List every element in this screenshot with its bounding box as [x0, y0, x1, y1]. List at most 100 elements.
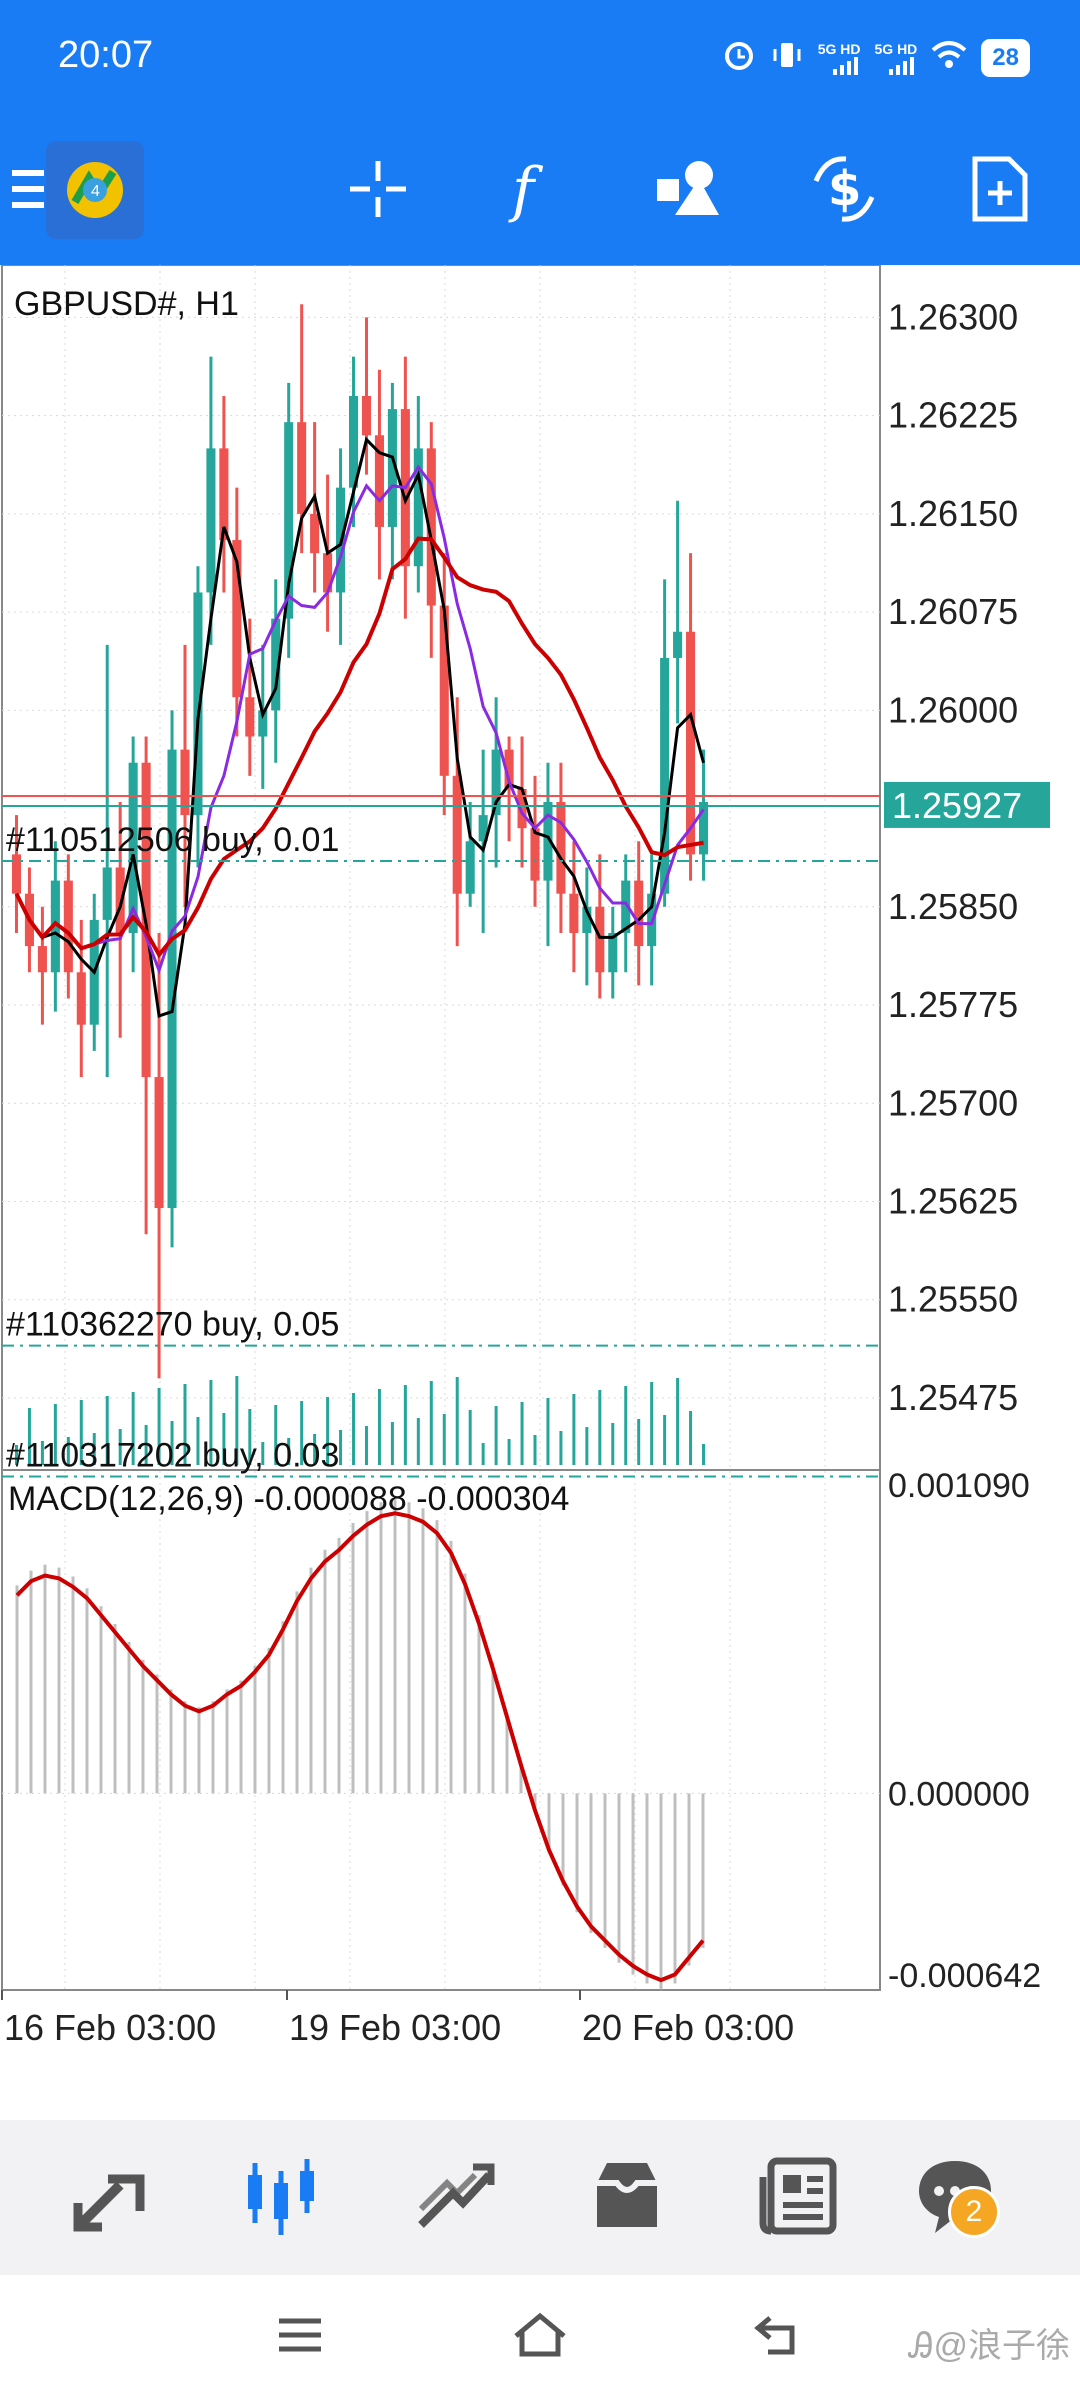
home-nav-icon[interactable]	[500, 2305, 580, 2365]
svg-text:4: 4	[91, 183, 100, 200]
candle-body	[504, 749, 514, 789]
candle-body	[348, 395, 359, 488]
alarm-icon	[722, 38, 756, 78]
candle-body	[660, 657, 670, 894]
current-price-label: 1.25927	[892, 785, 1022, 826]
candle-body	[426, 448, 436, 606]
candle-body	[439, 605, 449, 776]
chart-symbol: GBPUSD#, H1	[14, 285, 239, 323]
price-level-label: 1.26225	[888, 395, 1018, 436]
trade-nav-icon[interactable]	[400, 2140, 510, 2250]
chart-canvas[interactable]: 1.26300 1.26225 1.26150 1.26075 1.26000 1.258…	[0, 265, 1080, 2100]
current-price-badge	[884, 781, 1050, 828]
app-logo[interactable]: 4	[46, 141, 144, 239]
candle-body	[595, 906, 605, 973]
candle-body	[37, 946, 47, 973]
candle-body	[673, 631, 683, 658]
candle-body	[608, 932, 618, 973]
menu-nav-icon[interactable]	[260, 2305, 340, 2365]
messages-badge: 2	[948, 2186, 1000, 2238]
candle-body	[465, 841, 475, 894]
time-label: 19 Feb 03:00	[289, 2007, 501, 2048]
messages-icon[interactable]: 2	[900, 2140, 1010, 2250]
candle-body	[193, 592, 203, 816]
order-label: #110362270 buy, 0.05	[6, 1306, 339, 1344]
candle-body	[11, 854, 22, 894]
price-level-label: 1.25550	[888, 1279, 1018, 1320]
quotes-icon[interactable]	[55, 2140, 165, 2250]
order-label: #110512506 buy, 0.01	[6, 821, 339, 859]
candle-body	[310, 513, 320, 554]
candle-body	[413, 448, 423, 567]
status-icons: 5G HD 5G HD 28	[722, 38, 1030, 78]
chart-area[interactable]: 1.26300 1.26225 1.26150 1.26075 1.26000 1.258…	[0, 265, 1080, 2100]
price-level-label: 1.26000	[888, 689, 1018, 730]
crosshair-icon[interactable]	[330, 141, 426, 237]
candle-body	[491, 749, 501, 816]
signal-2-icon: 5G HD	[875, 41, 917, 75]
candle-body	[297, 422, 307, 514]
price-level-label: 1.25475	[888, 1377, 1018, 1418]
price-level-label: 1.26150	[888, 493, 1018, 534]
new-order-icon[interactable]	[952, 141, 1048, 237]
back-nav-icon[interactable]	[740, 2305, 820, 2365]
candle-body	[374, 435, 384, 527]
candle-body	[530, 828, 540, 881]
price-level-label: 1.26075	[888, 591, 1018, 632]
candle-body	[50, 880, 60, 973]
candle-body	[245, 697, 255, 737]
macd-level-label: -0.000642	[888, 1957, 1041, 1995]
top-toolbar: 4 f $	[0, 115, 1080, 265]
candle-body	[128, 762, 138, 933]
price-level-label: 1.25775	[888, 984, 1018, 1025]
charts-icon[interactable]	[227, 2140, 337, 2250]
menu-icon[interactable]	[0, 141, 70, 237]
candle-body	[115, 867, 125, 933]
objects-icon[interactable]	[640, 141, 736, 237]
indicators-icon[interactable]: f	[484, 141, 580, 237]
candle-body	[284, 422, 294, 619]
candle-body	[102, 867, 112, 920]
history-icon[interactable]	[572, 2140, 682, 2250]
ma-mid-line	[15, 464, 705, 975]
candle-body	[271, 618, 281, 711]
candle-body	[387, 409, 397, 527]
candle-body	[232, 540, 242, 698]
macd-label: MACD(12,26,9) -0.000088 -0.000304	[8, 1480, 569, 1518]
macd-signal-line	[15, 1511, 705, 1983]
candle-body	[634, 880, 644, 947]
candle-body	[258, 710, 268, 737]
svg-text:$: $	[828, 161, 861, 217]
candle-body	[154, 1077, 164, 1209]
status-time: 20:07	[58, 34, 154, 76]
svg-text:f: f	[508, 155, 544, 224]
candle-body	[569, 893, 579, 933]
candle-body	[556, 802, 566, 894]
candle-body	[76, 972, 86, 1025]
macd-level-label: 0.001090	[888, 1467, 1030, 1505]
vibrate-icon	[770, 38, 804, 78]
trade-icon[interactable]: $	[796, 141, 892, 237]
candle-body	[686, 631, 696, 855]
signal-1-icon: 5G HD	[818, 41, 861, 75]
candle-body	[621, 880, 631, 933]
candle-body	[63, 880, 73, 973]
candle-body	[167, 749, 177, 1209]
candle-body	[452, 775, 462, 894]
bottom-nav: 2	[0, 2120, 1080, 2275]
candle-body	[361, 395, 372, 436]
price-level-label: 1.25625	[888, 1180, 1018, 1221]
price-level-label: 1.25850	[888, 886, 1018, 927]
news-icon[interactable]	[744, 2140, 854, 2250]
candle-body	[180, 749, 190, 816]
order-label: #110317202 buy, 0.03	[6, 1437, 339, 1475]
price-level-label: 1.26300	[888, 296, 1018, 337]
ma-fast-line	[15, 436, 705, 1018]
candle-body	[206, 448, 216, 593]
candle-body	[543, 802, 553, 881]
time-label: 20 Feb 03:00	[582, 2007, 794, 2048]
status-bar: 20:07 5G HD 5G HD 28	[0, 0, 1080, 115]
candle-body	[517, 788, 527, 829]
wifi-icon	[931, 40, 967, 76]
watermark-text: Ꭿ@浪子徐	[908, 2327, 1070, 2365]
